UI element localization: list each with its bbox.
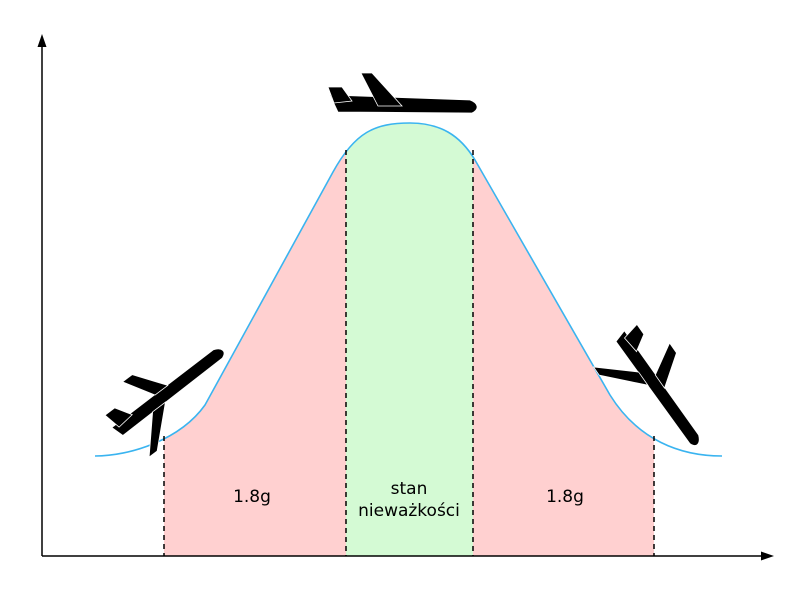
y-axis-arrow-icon <box>38 34 47 47</box>
weightless-label-line1: stan <box>391 479 428 499</box>
weightless-label-line2: nieważkości <box>358 501 460 521</box>
x-axis-arrow-icon <box>761 552 774 561</box>
left-zone-label: 1.8g <box>233 487 271 507</box>
right-zone-label: 1.8g <box>546 487 584 507</box>
airplane-level-icon <box>328 73 477 113</box>
